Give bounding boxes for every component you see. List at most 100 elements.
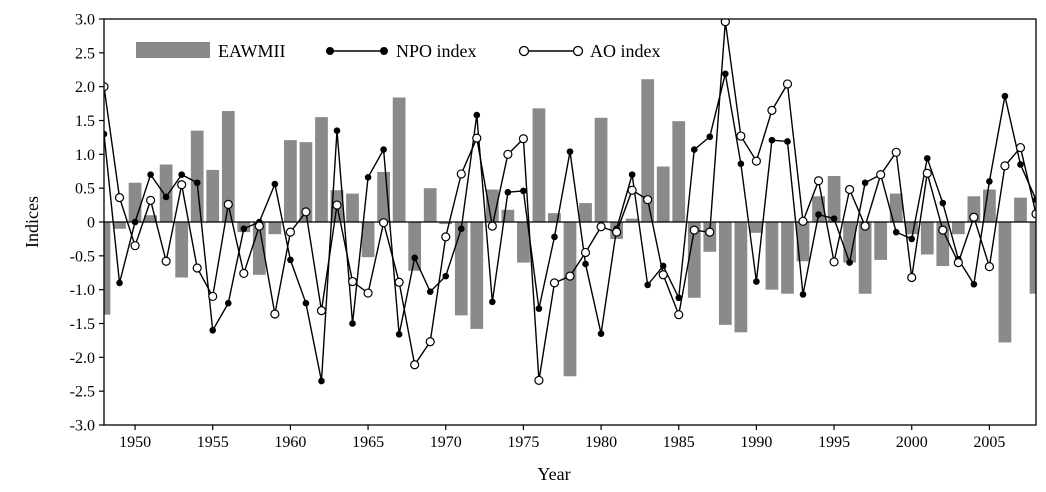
x-tick-label: 1965: [352, 434, 384, 451]
point-npo: [923, 155, 931, 162]
bar-eawmii: [1029, 222, 1036, 294]
point-npo: [457, 225, 465, 233]
point-npo: [784, 138, 791, 145]
point-npo: [861, 179, 869, 187]
bar-eawmii: [920, 222, 934, 255]
legend-marker-npo-left: [326, 47, 334, 55]
y-tick-label: -0.5: [70, 248, 95, 265]
bar-eawmii: [625, 218, 639, 222]
point-ao: [829, 257, 839, 267]
point-npo: [768, 136, 776, 144]
bar-eawmii: [221, 111, 235, 222]
point-ao: [177, 180, 187, 190]
point-ao: [425, 337, 435, 347]
point-ao: [1015, 142, 1026, 153]
x-tick-label: 2000: [896, 434, 928, 451]
point-npo: [364, 174, 372, 181]
point-npo: [333, 127, 341, 134]
bar-eawmii: [594, 117, 608, 222]
point-ao: [456, 169, 466, 179]
point-ao: [1000, 161, 1010, 171]
bar-eawmii: [113, 222, 126, 229]
point-ao: [907, 272, 917, 283]
point-ao: [347, 276, 358, 287]
point-ao: [720, 19, 730, 27]
bar-eawmii: [874, 222, 888, 260]
bar-eawmii: [641, 79, 655, 222]
point-ao: [161, 256, 171, 266]
bar-eawmii: [796, 222, 810, 262]
legend: EAWMII NPO index AO index: [136, 41, 661, 61]
point-npo: [116, 279, 123, 287]
point-npo: [287, 256, 294, 264]
bar-eawmii: [548, 213, 561, 222]
y-tick-label: 2.0: [75, 79, 95, 96]
x-axis-title: Year: [537, 464, 570, 484]
bar-eawmii: [750, 222, 763, 233]
point-ao: [363, 288, 373, 298]
bar-eawmii: [672, 121, 686, 222]
point-ao: [984, 262, 995, 272]
bar-eawmii: [905, 222, 919, 235]
point-ao: [798, 216, 808, 226]
point-ao: [146, 195, 156, 205]
y-tick-label: -3.0: [70, 418, 95, 435]
y-axis-title: Indices: [22, 196, 42, 248]
point-npo: [426, 288, 434, 296]
x-tick-label: 1960: [274, 434, 306, 451]
point-npo: [442, 272, 450, 280]
bar-eawmii: [268, 222, 282, 235]
bar-eawmii: [299, 142, 313, 222]
bar-eawmii: [128, 182, 142, 222]
point-ao: [332, 200, 342, 210]
point-npo: [302, 299, 310, 307]
point-npo: [504, 188, 512, 196]
point-npo: [349, 320, 356, 327]
point-npo: [892, 228, 900, 236]
point-ao: [410, 360, 420, 370]
x-tick-label: 1970: [430, 434, 462, 451]
point-npo: [104, 130, 108, 138]
y-tick-label: -2.5: [70, 384, 95, 401]
point-ao: [285, 227, 295, 237]
legend-marker-ao-right: [572, 45, 584, 57]
bar-eawmii: [734, 222, 748, 333]
bar-eawmii: [159, 164, 173, 222]
point-npo: [628, 171, 636, 178]
point-ao: [689, 225, 699, 235]
bar-eawmii: [284, 140, 297, 222]
point-ao: [705, 227, 715, 237]
bar-eawmii: [454, 222, 468, 316]
point-npo: [753, 278, 760, 285]
bar-eawmii: [563, 222, 577, 377]
bar-eawmii: [104, 222, 111, 315]
point-ao: [674, 310, 684, 320]
bar-eawmii: [206, 169, 220, 222]
point-ao: [534, 375, 544, 385]
bar-eawmii: [361, 222, 375, 258]
y-tick-label: -2.0: [70, 350, 95, 367]
x-tick-label: 1995: [818, 434, 850, 451]
point-ao: [472, 133, 482, 143]
point-npo: [597, 330, 605, 337]
legend-swatch-eawmii: [136, 42, 210, 58]
x-tick-label: 1950: [119, 434, 151, 451]
point-npo: [271, 180, 279, 188]
point-npo: [1001, 92, 1009, 100]
point-ao: [658, 270, 668, 280]
bar-eawmii: [687, 222, 701, 298]
point-npo: [799, 291, 807, 298]
bar-eawmii: [315, 117, 328, 222]
point-ao: [254, 221, 264, 231]
x-tick-label: 1955: [197, 434, 229, 451]
bar-eawmii: [439, 222, 453, 225]
point-npo: [178, 171, 185, 178]
point-ao: [270, 309, 280, 319]
point-ao: [503, 149, 513, 159]
x-tick-label: 2005: [973, 434, 1005, 451]
point-npo: [520, 187, 527, 195]
y-tick-label: -1.5: [70, 316, 95, 333]
point-ao: [549, 278, 560, 288]
point-ao: [379, 218, 389, 228]
